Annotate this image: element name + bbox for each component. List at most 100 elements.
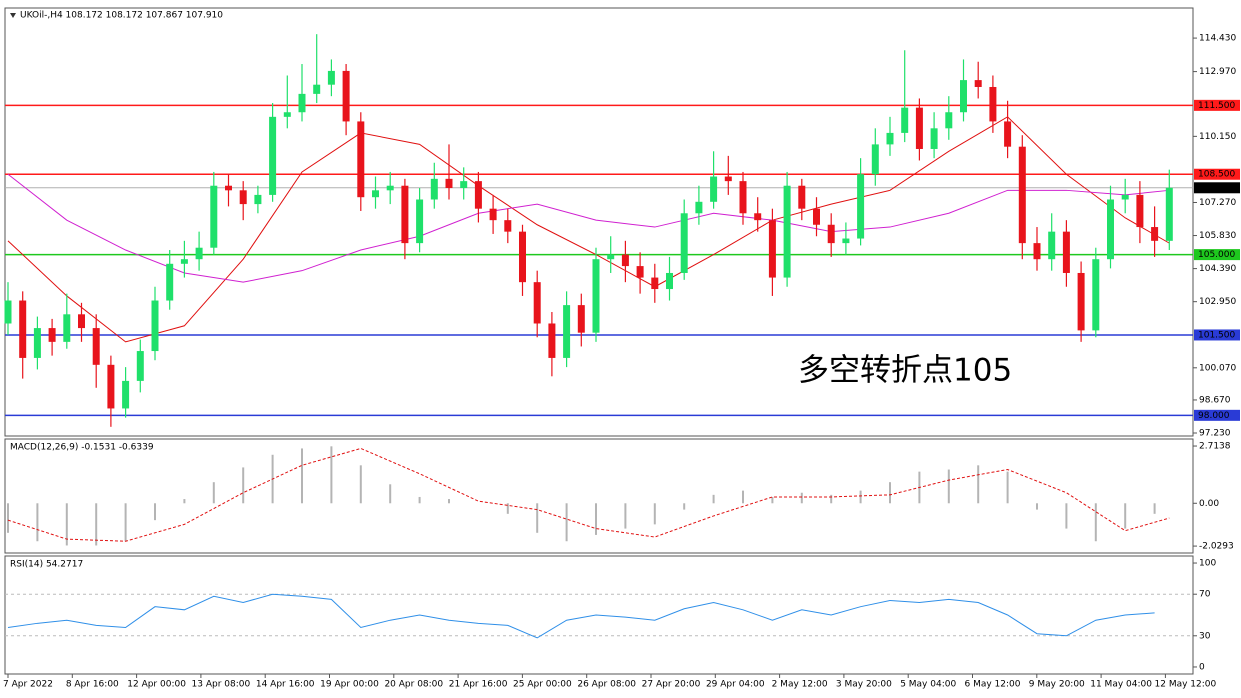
y-tick-label: 110.150 xyxy=(1199,132,1236,142)
level-label: 111.500 xyxy=(1198,101,1235,111)
x-tick-label: 14 Apr 16:00 xyxy=(256,680,315,690)
candle-body xyxy=(195,247,203,260)
candle-body xyxy=(78,314,85,329)
y-tick-label: 2.7138 xyxy=(1199,442,1231,452)
candle-body xyxy=(519,231,526,283)
x-tick-label: 7 Apr 2022 xyxy=(3,680,53,690)
candle-body xyxy=(680,213,688,273)
candle-body xyxy=(1018,146,1026,244)
x-tick-label: 3 May 20:00 xyxy=(836,680,892,690)
candle-body xyxy=(92,328,100,365)
x-tick-label: 9 May 20:00 xyxy=(1029,680,1085,690)
candle-body xyxy=(474,181,482,209)
level-label-box xyxy=(1194,99,1240,111)
candle-body xyxy=(489,208,497,221)
candle-body xyxy=(724,176,732,182)
x-tick-label: 25 Apr 00:00 xyxy=(513,680,572,690)
y-tick-label: 104.390 xyxy=(1199,264,1236,274)
y-tick-label: 112.970 xyxy=(1199,67,1236,77)
x-tick-label: 27 Apr 20:00 xyxy=(642,680,701,690)
candle-body xyxy=(974,80,982,87)
candle-body xyxy=(1151,227,1159,241)
candle-body xyxy=(901,107,909,133)
candle-body xyxy=(857,174,865,239)
y-tick-label: 100.070 xyxy=(1199,363,1236,373)
x-tick-label: 6 May 12:00 xyxy=(965,680,1021,690)
candle-body xyxy=(460,181,468,189)
y-tick-label: 0.00 xyxy=(1199,499,1219,509)
candle-body xyxy=(504,220,512,232)
x-tick-label: 5 May 04:00 xyxy=(900,680,956,690)
candle-body xyxy=(577,305,585,333)
candle-body xyxy=(416,199,424,244)
rsi-line xyxy=(7,593,1155,639)
candle-body xyxy=(445,178,453,189)
candle-body xyxy=(1033,243,1041,260)
level-label-box xyxy=(1194,168,1240,180)
candle-body xyxy=(563,305,571,358)
y-tick-label: -2.0293 xyxy=(1199,542,1234,552)
moving-average xyxy=(7,173,1170,283)
macd-title: MACD(12,26,9) -0.1531 -0.6339 xyxy=(10,443,154,453)
candle-body xyxy=(327,70,335,85)
x-tick-label: 29 Apr 04:00 xyxy=(706,680,765,690)
candle-body xyxy=(607,254,615,260)
candle-body xyxy=(122,380,130,409)
candle-body xyxy=(401,185,409,244)
candle-body xyxy=(283,112,291,117)
header-marker xyxy=(10,13,16,18)
candle-body xyxy=(636,266,644,278)
current-price-box xyxy=(1194,182,1240,194)
candle-body xyxy=(48,328,56,342)
candle-body xyxy=(915,107,923,149)
candle-body xyxy=(798,185,806,209)
candle-body xyxy=(842,238,850,244)
candle-body xyxy=(666,272,673,290)
candle-body xyxy=(430,178,438,200)
candle-body xyxy=(210,185,218,248)
candle-body xyxy=(357,121,365,198)
candle-body xyxy=(945,112,953,129)
candle-body xyxy=(1136,194,1144,228)
x-tick-label: 8 Apr 16:00 xyxy=(66,680,119,690)
candle-body xyxy=(342,70,350,122)
level-label-box xyxy=(1194,329,1240,341)
candle-body xyxy=(254,194,262,205)
candle-body xyxy=(621,254,629,267)
macd-signal xyxy=(7,447,1170,542)
level-label: 101.500 xyxy=(1198,330,1235,340)
annotation: 多空转折点105 xyxy=(798,353,1012,389)
x-tick-label: 13 Apr 08:00 xyxy=(192,680,251,690)
candle-body xyxy=(239,190,247,205)
y-tick-label: 70 xyxy=(1199,590,1211,600)
candle-body xyxy=(166,263,174,301)
y-tick-label: 30 xyxy=(1199,631,1211,641)
candle-body xyxy=(651,277,659,290)
candle-body xyxy=(63,314,71,342)
level-label-box xyxy=(1194,249,1240,261)
candle-body xyxy=(754,213,762,221)
candle-body xyxy=(1092,259,1100,331)
y-tick-label: 97.230 xyxy=(1199,429,1231,439)
candle-body xyxy=(136,351,144,381)
macd-panel xyxy=(4,438,1194,554)
x-tick-label: 26 Apr 08:00 xyxy=(577,680,636,690)
rsi-panel xyxy=(4,555,1194,675)
x-tick-label: 20 Apr 08:00 xyxy=(384,680,443,690)
y-tick-label: 0 xyxy=(1199,662,1205,672)
candle-body xyxy=(180,259,188,264)
x-tick-label: 12 May 12:00 xyxy=(1155,680,1217,690)
y-tick-label: 114.430 xyxy=(1199,34,1236,44)
candle-body xyxy=(813,208,820,225)
candle-body xyxy=(739,181,747,214)
main-panel xyxy=(4,7,1194,437)
candle-body xyxy=(1062,231,1070,273)
candle-body xyxy=(783,185,791,278)
candle-body xyxy=(592,259,600,333)
y-tick-label: 98.670 xyxy=(1199,395,1231,405)
candle-body xyxy=(298,93,306,113)
candle-body xyxy=(1048,231,1056,260)
y-tick-label: 105.830 xyxy=(1199,231,1236,241)
x-tick-label: 2 May 12:00 xyxy=(772,680,828,690)
